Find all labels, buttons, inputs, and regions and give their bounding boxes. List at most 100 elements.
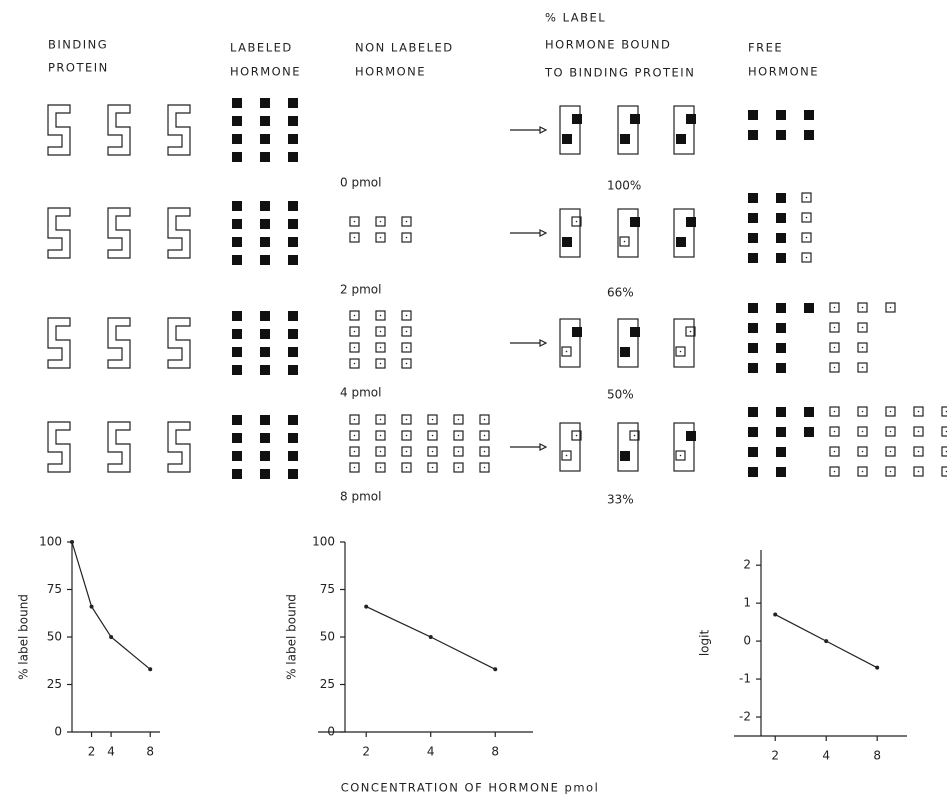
unlabeled-hormone-dot xyxy=(353,362,356,365)
labeled-hormone xyxy=(232,365,242,375)
bound-labeled xyxy=(676,237,686,247)
free-unlabeled xyxy=(829,446,840,457)
x-tick-label: 2 xyxy=(88,745,96,759)
x-axis-title: CONCENTRATION OF HORMONE pmol xyxy=(341,781,600,795)
arrow-head xyxy=(539,126,548,134)
free-unlabeled xyxy=(885,302,896,313)
free-unlabeled xyxy=(857,342,868,353)
bound-unlabeled-dot xyxy=(565,454,568,457)
binding-protein xyxy=(107,421,131,473)
free-unlabeled-dot xyxy=(833,450,836,453)
free-labeled xyxy=(776,427,786,437)
unlabeled-hormone xyxy=(375,232,386,243)
data-point xyxy=(824,639,829,644)
free-unlabeled-dot xyxy=(833,470,836,473)
labeled-hormone xyxy=(260,152,270,162)
y-tick-label: 25 xyxy=(320,677,335,691)
free-unlabeled-dot xyxy=(833,306,836,309)
free-labeled xyxy=(748,363,758,373)
free-labeled xyxy=(776,233,786,243)
unlabeled-hormone xyxy=(453,414,464,425)
unlabeled-hormone xyxy=(375,342,386,353)
column-header: NON LABELED xyxy=(355,41,454,55)
unlabeled-hormone-dot xyxy=(431,418,434,421)
labeled-hormone xyxy=(288,433,298,443)
bound-labeled xyxy=(686,114,696,124)
free-labeled xyxy=(776,193,786,203)
unlabeled-hormone xyxy=(427,414,438,425)
labeled-hormone xyxy=(260,415,270,425)
free-unlabeled-dot xyxy=(889,450,892,453)
unlabeled-hormone-dot xyxy=(405,434,408,437)
bound-unlabeled xyxy=(675,346,686,357)
unlabeled-hormone-dot xyxy=(405,314,408,317)
unlabeled-hormone-dot xyxy=(483,466,486,469)
y-tick-label: 25 xyxy=(47,677,62,691)
y-tick-label: -1 xyxy=(739,672,751,686)
free-unlabeled-dot xyxy=(917,470,920,473)
y-tick-label: -2 xyxy=(739,710,751,724)
labeled-hormone xyxy=(288,311,298,321)
data-point xyxy=(428,635,433,639)
unlabeled-hormone-dot xyxy=(379,434,382,437)
y-axis-label: logit xyxy=(698,630,712,657)
unlabeled-hormone-dot xyxy=(353,450,356,453)
labeled-hormone xyxy=(288,365,298,375)
unlabeled-hormone xyxy=(349,216,360,227)
unlabeled-hormone xyxy=(401,430,412,441)
unlabeled-hormone-dot xyxy=(405,418,408,421)
bound-labeled xyxy=(630,327,640,337)
x-tick-label: 4 xyxy=(822,749,830,763)
binding-protein xyxy=(167,207,191,259)
unlabeled-hormone xyxy=(401,446,412,457)
unlabeled-hormone-dot xyxy=(353,434,356,437)
bound-unlabeled-dot xyxy=(575,220,578,223)
bound-unlabeled-dot xyxy=(689,330,692,333)
unlabeled-hormone-dot xyxy=(405,362,408,365)
bound-labeled xyxy=(562,134,572,144)
free-labeled xyxy=(748,343,758,353)
unlabeled-hormone xyxy=(479,446,490,457)
free-unlabeled xyxy=(829,302,840,313)
free-unlabeled xyxy=(829,406,840,417)
labeled-hormone xyxy=(232,347,242,357)
unlabeled-hormone-dot xyxy=(353,346,356,349)
free-labeled xyxy=(776,363,786,373)
free-labeled xyxy=(776,323,786,333)
free-unlabeled-dot xyxy=(805,256,808,259)
labeled-hormone xyxy=(232,469,242,479)
percent-label: 66% xyxy=(607,286,634,300)
amount-label: 8 pmol xyxy=(340,490,381,504)
unlabeled-hormone-dot xyxy=(405,466,408,469)
free-unlabeled-dot xyxy=(889,470,892,473)
arrow-head xyxy=(539,443,548,451)
y-tick-label: 1 xyxy=(743,596,751,610)
arrow-head xyxy=(539,229,548,237)
binding-protein xyxy=(167,104,191,156)
bound-unlabeled xyxy=(685,326,696,337)
free-labeled xyxy=(804,110,814,120)
binding-protein xyxy=(167,317,191,369)
labeled-hormone xyxy=(288,201,298,211)
free-unlabeled xyxy=(885,406,896,417)
labeled-hormone xyxy=(288,152,298,162)
unlabeled-hormone xyxy=(349,326,360,337)
y-tick-label: 2 xyxy=(743,558,751,572)
free-unlabeled xyxy=(857,362,868,373)
labeled-hormone xyxy=(232,433,242,443)
labeled-hormone xyxy=(260,365,270,375)
labeled-hormone xyxy=(260,451,270,461)
unlabeled-hormone xyxy=(401,232,412,243)
x-tick-label: 8 xyxy=(873,749,881,763)
y-tick-label: 0 xyxy=(54,725,62,739)
free-unlabeled-dot xyxy=(861,346,864,349)
unlabeled-hormone xyxy=(375,446,386,457)
unlabeled-hormone xyxy=(401,342,412,353)
free-unlabeled xyxy=(801,232,812,243)
unlabeled-hormone xyxy=(427,430,438,441)
arrow-head xyxy=(539,339,548,347)
free-unlabeled xyxy=(801,192,812,203)
bound-complex xyxy=(559,422,581,472)
column-header: % LABEL xyxy=(545,11,606,25)
